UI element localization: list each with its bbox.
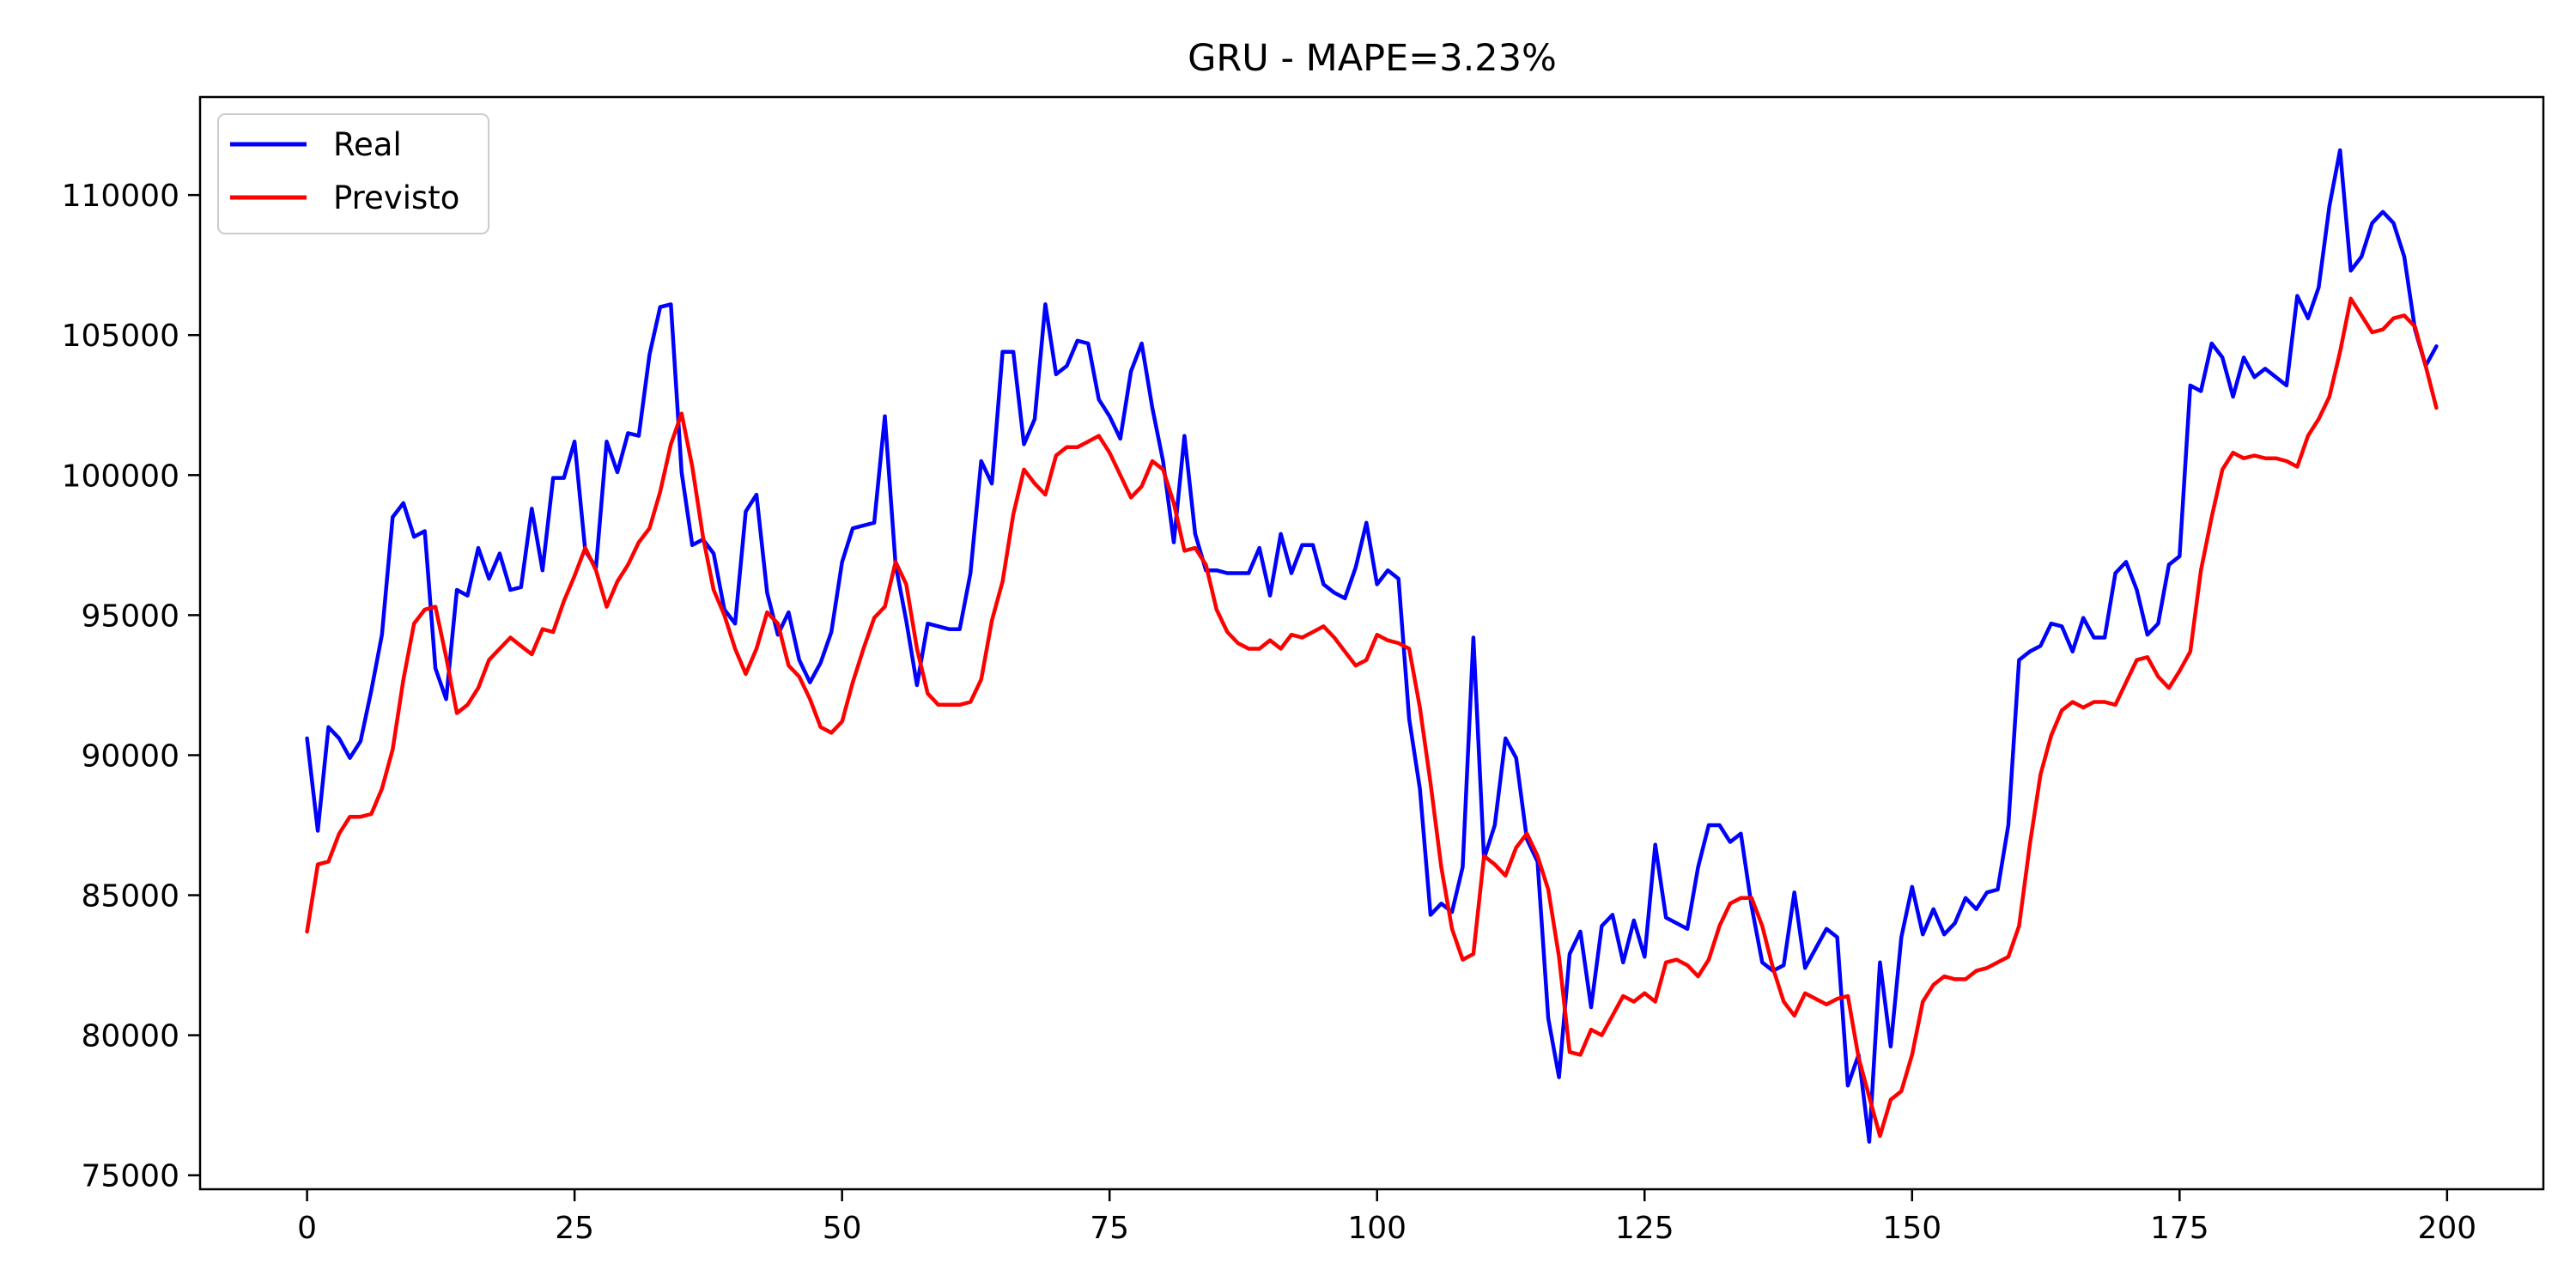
y-tick-label: 85000 <box>81 879 179 914</box>
x-tick-label: 100 <box>1347 1211 1406 1246</box>
axis-ticks: 0 25 50 75 100 125 150 175 200 75000 80000 85000 900… <box>62 179 2477 1246</box>
x-tick-label: 75 <box>1090 1211 1129 1246</box>
y-tick-label: 80000 <box>81 1019 179 1054</box>
y-tick-label: 105000 <box>62 319 179 354</box>
x-tick-label: 150 <box>1882 1211 1941 1246</box>
legend: Real Previsto <box>217 113 489 234</box>
y-tick-label: 75000 <box>81 1159 179 1194</box>
plot-frame <box>198 95 2545 1191</box>
x-tick-label: 175 <box>2150 1211 2209 1246</box>
x-tick-label: 200 <box>2417 1211 2476 1246</box>
y-tick-label: 95000 <box>81 598 179 634</box>
chart-title: GRU - MAPE=3.23% <box>1188 37 1557 80</box>
series-line-previsto <box>305 296 2439 1139</box>
x-tick-label: 125 <box>1615 1211 1674 1246</box>
plot-lines <box>305 148 2439 1144</box>
series-line-real <box>305 148 2439 1144</box>
legend-label-previsto: Previsto <box>333 179 459 216</box>
y-tick-label: 100000 <box>62 459 179 494</box>
x-tick-label: 25 <box>555 1211 594 1246</box>
x-tick-label: 0 <box>297 1211 317 1246</box>
legend-label-real: Real <box>333 126 402 163</box>
y-tick-label: 90000 <box>81 738 179 774</box>
x-tick-label: 50 <box>823 1211 862 1246</box>
y-tick-label: 110000 <box>62 179 179 214</box>
